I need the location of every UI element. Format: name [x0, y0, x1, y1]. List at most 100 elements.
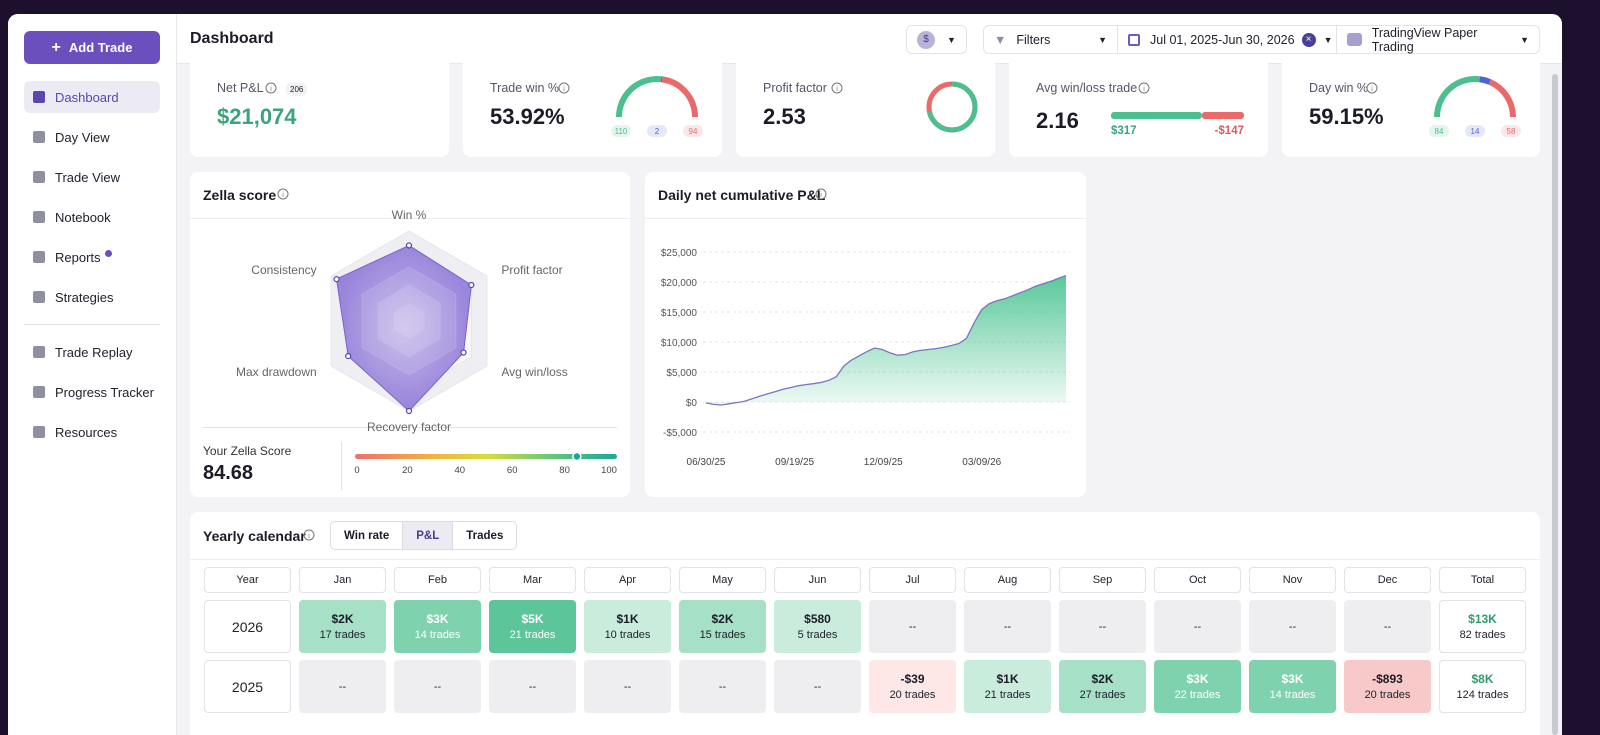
nav-label: Reports: [55, 249, 101, 265]
trades-label: 124 trades: [1456, 689, 1509, 701]
nav-item[interactable]: Resources: [24, 416, 160, 448]
divider: [645, 218, 1086, 219]
score-label: Your Zella Score: [203, 444, 292, 458]
column-header: Sep: [1059, 567, 1146, 593]
stat-value: 59.15%: [1309, 104, 1384, 129]
calendar-cell: --: [489, 660, 576, 713]
nav-label: Day View: [55, 129, 110, 145]
calendar-cell: --: [1344, 600, 1431, 653]
app-frame: + Add Trade Dashboard Day View Trade View No…: [8, 14, 1562, 735]
caret: ▼: [1323, 34, 1333, 45]
pnl-label: $2K: [331, 612, 354, 626]
pnl-label: $3K: [1186, 672, 1209, 686]
pnl-label: $8K: [1471, 672, 1494, 686]
pnl-label: -$893: [1372, 672, 1403, 686]
divider: [190, 559, 1540, 560]
card-title: Zella score: [203, 187, 277, 203]
caret: ▼: [1098, 34, 1107, 45]
calendar-cell: $2K 15 trades: [679, 600, 766, 653]
stat-label: Avg win/loss trade: [1036, 81, 1138, 95]
trades-label: 5 trades: [797, 629, 838, 641]
pnl-label: $1K: [616, 612, 639, 626]
date-range[interactable]: Jul 01, 2025-Jun 30, 2026 × ▼: [1117, 25, 1337, 54]
filter-icon: ▼: [994, 32, 1007, 47]
add-trade-button[interactable]: + Add Trade: [24, 31, 160, 64]
pnl-label: $3K: [426, 612, 449, 626]
nav-icon: [33, 386, 45, 398]
column-header: May: [679, 567, 766, 593]
nav-label: Dashboard: [55, 89, 119, 105]
column-header: Feb: [394, 567, 481, 593]
calendar-cell: --: [774, 660, 861, 713]
nav-item[interactable]: Dashboard: [24, 81, 160, 113]
pnl-label: $2K: [711, 612, 734, 626]
stat-card: Trade win % 53.92%: [463, 54, 722, 157]
calendar-cell: $3K 22 trades: [1154, 660, 1241, 713]
stat-card: Avg win/loss trade 2.16: [1009, 54, 1268, 157]
account-label: TradingView Paper Trading: [1371, 25, 1478, 54]
filters-label: Filters: [1016, 32, 1051, 47]
nav-label: Resources: [55, 424, 118, 440]
nav-item[interactable]: Trade View: [24, 161, 160, 193]
calendar-cell: $2K 17 trades: [299, 600, 386, 653]
nav-icon: [33, 291, 45, 303]
nav-icon: [33, 91, 45, 103]
tab[interactable]: P&L: [402, 522, 453, 549]
chart-card: Daily net cumulative P&L: [645, 172, 1086, 497]
divider: [341, 442, 342, 490]
column-header: Year: [204, 567, 291, 593]
nav-item[interactable]: Trade Replay: [24, 336, 160, 368]
currency-icon: $: [917, 30, 935, 49]
scrollbar: [1552, 74, 1558, 735]
column-header: Dec: [1344, 567, 1431, 593]
plus-icon: +: [51, 38, 61, 56]
calendar-cell: --: [964, 600, 1051, 653]
currency-select[interactable]: $ ▼: [906, 25, 967, 54]
trades-label: 15 trades: [699, 629, 746, 641]
pnl-label: $2K: [1091, 672, 1114, 686]
stat-card: Net P&L 206 $21,074: [190, 54, 449, 157]
calendar-cell: --: [1249, 600, 1336, 653]
stat-label: Profit factor: [763, 81, 827, 95]
account-select[interactable]: TradingView Paper Trading ▼: [1336, 25, 1540, 54]
stat-value: 2.53: [763, 104, 806, 129]
nav-item[interactable]: Reports: [24, 241, 160, 273]
calendar-cell: --: [679, 660, 766, 713]
column-header: Mar: [489, 567, 576, 593]
zella-card: Zella score Your Zella Score 84.68: [190, 172, 630, 497]
notification-dot: [104, 249, 112, 257]
pnl-label: $580: [804, 612, 831, 626]
calendar-cell: $2K 27 trades: [1059, 660, 1146, 713]
nav-item[interactable]: Strategies: [24, 281, 160, 313]
calendar-cell: --: [1059, 600, 1146, 653]
calendar-cell: $8K 124 trades: [1439, 660, 1526, 713]
nav-icon: [33, 171, 45, 183]
calendar-cell: $1K 21 trades: [964, 660, 1051, 713]
calendar-cell: $3K 14 trades: [394, 600, 481, 653]
nav-item[interactable]: Progress Tracker: [24, 376, 160, 408]
trades-label: 14 trades: [414, 629, 461, 641]
tab[interactable]: Trades: [452, 522, 516, 549]
calendar-cell: --: [584, 660, 671, 713]
filters-button[interactable]: ▼ Filters ▼: [983, 25, 1118, 54]
pnl-label: $3K: [1281, 672, 1304, 686]
nav-icon: [33, 346, 45, 358]
calendar-cell: $3K 14 trades: [1249, 660, 1336, 713]
clear-icon[interactable]: ×: [1301, 32, 1316, 47]
score-value: 84.68: [203, 462, 254, 484]
date-range-label: Jul 01, 2025-Jun 30, 2026: [1150, 32, 1295, 47]
calendar-cell: --: [1154, 600, 1241, 653]
nav-separator: [24, 324, 160, 325]
trades-label: 10 trades: [604, 629, 651, 641]
nav-label: Notebook: [55, 209, 111, 225]
trades-label: 20 trades: [1364, 689, 1411, 701]
tab[interactable]: Win rate: [344, 529, 390, 542]
nav-item[interactable]: Notebook: [24, 201, 160, 233]
pnl-label: -$39: [900, 672, 925, 686]
trades-label: 17 trades: [319, 629, 366, 641]
stat-card: Profit factor 2.53: [736, 54, 995, 157]
nav-icon: [33, 131, 45, 143]
nav-label: Trade Replay: [55, 344, 133, 360]
nav-item[interactable]: Day View: [24, 121, 160, 153]
